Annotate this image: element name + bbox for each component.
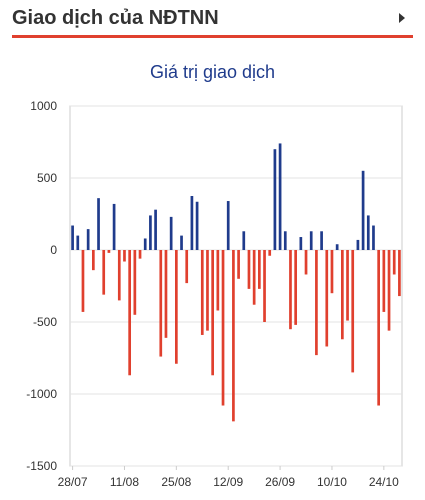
bar [159,250,163,357]
bar [366,215,370,250]
chevron-right-icon[interactable] [399,13,405,23]
bar [200,250,204,335]
bar [346,250,349,321]
bar [273,149,277,250]
bar [335,244,339,250]
bar [289,250,292,330]
bar [398,250,401,297]
bar [387,250,391,331]
bar [226,201,230,250]
bar [263,250,266,322]
x-tick-label: 10/10 [317,475,347,489]
bar [278,143,282,250]
bar [117,250,121,301]
bar [382,250,386,312]
bar [340,250,344,340]
bar [149,215,152,250]
bar [133,250,137,315]
bar [283,231,287,250]
bar [211,250,215,376]
y-tick-label: 0 [50,243,57,257]
section-title: Giao dịch của NĐTNN [12,7,219,29]
bar [71,225,74,250]
bar [252,250,256,305]
y-tick-label: -500 [33,315,57,329]
bar [299,237,303,250]
bar [216,250,220,311]
bar [180,235,183,250]
bar [247,250,251,289]
bar [185,250,189,284]
x-tick-label: 11/08 [110,475,139,489]
bar [361,170,365,250]
x-tick-label: 26/09 [265,475,295,489]
chart-title: Giá trị giao dịch [149,62,276,82]
bar [91,250,95,271]
x-tick-label: 25/08 [161,475,191,489]
x-tick-label: 24/10 [369,475,399,489]
x-tick-label: 28/07 [58,475,88,489]
bar [169,216,173,250]
bar [315,250,318,356]
bar [351,250,355,373]
bar [377,250,381,406]
bar [237,250,240,279]
y-tick-label: -1000 [26,387,57,401]
bar [294,250,298,325]
bar [123,250,126,262]
bar [143,238,147,250]
bar [325,250,329,347]
bar [174,250,178,364]
bar [76,235,80,250]
bar [242,231,246,250]
bar [81,250,85,312]
y-tick-label: -1500 [26,459,57,473]
bar [195,201,199,250]
bar [309,231,313,250]
bar [392,250,396,275]
bar [206,250,209,331]
bar [372,225,375,250]
bar [232,250,235,422]
bar [86,229,90,250]
bar [112,203,116,250]
bar [356,239,360,250]
y-tick-label: 500 [37,171,57,185]
bar [128,250,132,376]
bar [138,250,142,259]
x-tick-label: 12/09 [213,475,243,489]
section-header: Giao dịch của NĐTNN [0,0,425,40]
y-tick-label: 1000 [30,99,57,113]
bar [102,250,106,295]
bar [304,250,308,275]
bar [154,209,157,250]
bar [97,198,100,250]
bar [320,231,323,250]
bar [190,196,194,250]
bar [107,250,111,253]
bar [221,250,225,406]
bar [268,250,272,256]
header-divider [12,35,413,38]
bar [330,250,334,294]
bar [164,250,168,338]
bar [257,250,261,289]
